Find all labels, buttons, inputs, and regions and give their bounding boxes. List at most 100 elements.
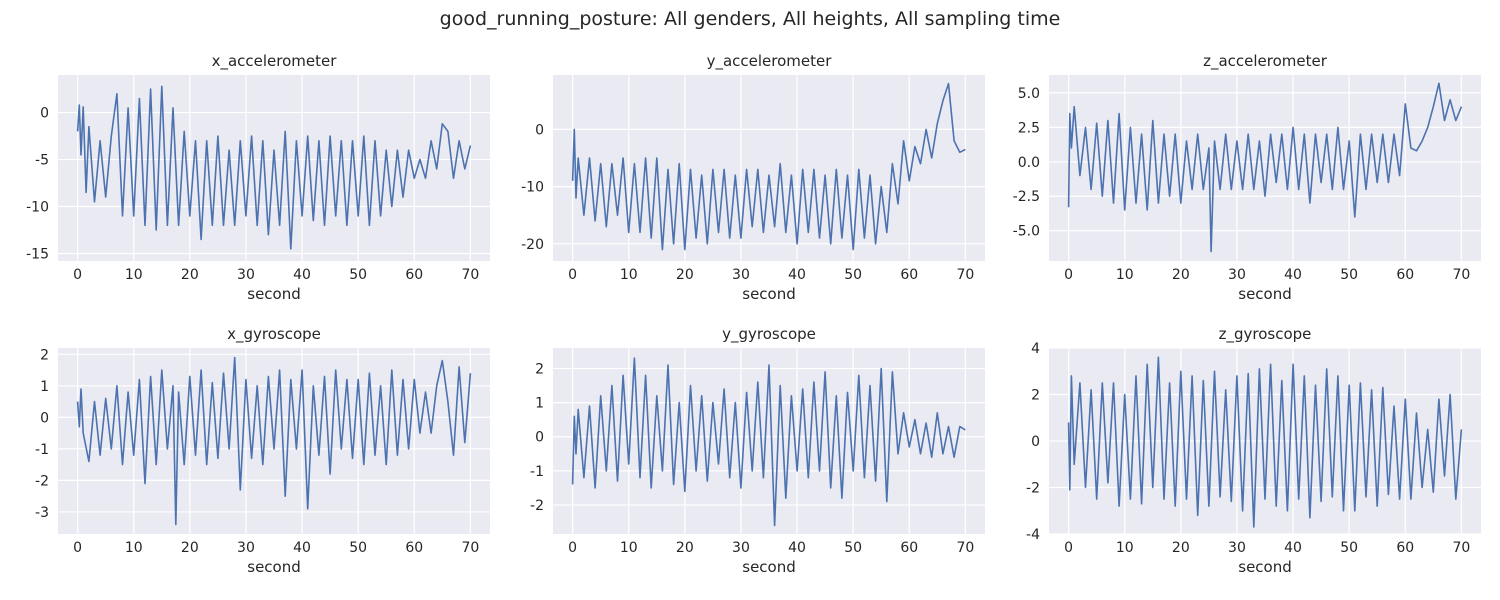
x-tick-label: 10 bbox=[1116, 540, 1134, 556]
y-accelerometer-chart: 0 10 20 30 40 50 60 70 -20 -10 0 y_accelerometersec… bbox=[521, 52, 985, 303]
x-tick-label: 50 bbox=[844, 540, 862, 556]
x-tick-label: 60 bbox=[405, 540, 423, 556]
x-tick-label: 30 bbox=[237, 267, 255, 283]
x-tick-label: 40 bbox=[293, 267, 311, 283]
y-tick-label: 0 bbox=[40, 410, 49, 426]
x-tick-label: 40 bbox=[1284, 267, 1302, 283]
x-tick-label: 20 bbox=[1172, 267, 1190, 283]
y-tick-label: 1 bbox=[40, 379, 49, 395]
x-axis-label: second bbox=[742, 558, 796, 576]
x-tick-label: 50 bbox=[349, 540, 367, 556]
x-tick-label: 70 bbox=[956, 540, 974, 556]
x-tick-label: 60 bbox=[900, 540, 918, 556]
x-tick-label: 30 bbox=[732, 267, 750, 283]
x-tick-label: 70 bbox=[956, 267, 974, 283]
plot-area bbox=[58, 75, 490, 261]
x-axis-label: second bbox=[1238, 285, 1292, 303]
series-line bbox=[76, 356, 472, 526]
y-tick-label: -4 bbox=[1026, 527, 1040, 543]
x-tick-label: 10 bbox=[125, 267, 143, 283]
y-tick-label: -10 bbox=[521, 180, 544, 196]
x-tick-label: 60 bbox=[1396, 540, 1414, 556]
x-tick-label: 50 bbox=[349, 267, 367, 283]
x-tick-label: 20 bbox=[181, 267, 199, 283]
x-tick-label: 60 bbox=[405, 267, 423, 283]
y-tick-label: -3 bbox=[35, 505, 49, 521]
y-tick-label: 4 bbox=[1031, 341, 1040, 357]
x-tick-label: 0 bbox=[568, 540, 577, 556]
x-tick-label: 10 bbox=[620, 540, 638, 556]
y-tick-label: 0 bbox=[1031, 434, 1040, 450]
y-tick-label: -2 bbox=[530, 498, 544, 514]
x-tick-label: 30 bbox=[732, 540, 750, 556]
y-tick-label: -2 bbox=[35, 473, 49, 489]
x-tick-label: 0 bbox=[73, 540, 82, 556]
y-tick-label: -5 bbox=[35, 153, 49, 169]
x-tick-label: 60 bbox=[900, 267, 918, 283]
y-tick-label: 0.0 bbox=[1018, 155, 1040, 171]
y-tick-label: 0 bbox=[40, 106, 49, 122]
x-tick-label: 30 bbox=[1228, 267, 1246, 283]
y-tick-label: 0 bbox=[535, 122, 544, 138]
figure-title: good_running_posture: All genders, All h… bbox=[439, 8, 1061, 30]
x-tick-label: 0 bbox=[73, 267, 82, 283]
series-line bbox=[76, 85, 472, 250]
x-tick-label: 0 bbox=[568, 267, 577, 283]
y-tick-label: 2.5 bbox=[1018, 120, 1040, 136]
x-tick-label: 50 bbox=[844, 267, 862, 283]
y-tick-label: -1 bbox=[35, 442, 49, 458]
x-tick-label: 70 bbox=[461, 267, 479, 283]
chart-title: y_accelerometer bbox=[707, 52, 833, 71]
series-line bbox=[1067, 82, 1463, 253]
chart-title: x_accelerometer bbox=[212, 52, 338, 71]
x-tick-label: 0 bbox=[1064, 267, 1073, 283]
chart-title: z_gyroscope bbox=[1219, 325, 1312, 344]
y-tick-label: -15 bbox=[26, 246, 49, 262]
x-tick-label: 10 bbox=[125, 540, 143, 556]
y-tick-label: -2 bbox=[1026, 481, 1040, 497]
x-tick-label: 10 bbox=[620, 267, 638, 283]
series-line bbox=[1067, 356, 1463, 528]
plot-area bbox=[553, 75, 985, 261]
y-tick-label: 0 bbox=[535, 430, 544, 446]
x-tick-label: 20 bbox=[676, 540, 694, 556]
x-accelerometer-chart: 0 10 20 30 40 50 60 70 -15 -10 -5 0 x_accelerometers… bbox=[26, 52, 490, 303]
series-line bbox=[571, 82, 966, 251]
x-tick-label: 30 bbox=[1228, 540, 1246, 556]
y-tick-label: 2 bbox=[535, 361, 544, 377]
x-axis-label: second bbox=[1238, 558, 1292, 576]
chart-title: z_accelerometer bbox=[1203, 52, 1328, 71]
x-axis-label: second bbox=[247, 285, 301, 303]
x-axis-label: second bbox=[742, 285, 796, 303]
y-tick-label: -20 bbox=[521, 237, 544, 253]
y-tick-label: 5.0 bbox=[1018, 86, 1040, 102]
chart-title: y_gyroscope bbox=[722, 325, 816, 344]
x-tick-label: 70 bbox=[461, 540, 479, 556]
y-tick-label: -2.5 bbox=[1013, 189, 1040, 205]
x-tick-label: 60 bbox=[1396, 267, 1414, 283]
x-tick-label: 20 bbox=[1172, 540, 1190, 556]
x-tick-label: 20 bbox=[676, 267, 694, 283]
x-tick-label: 50 bbox=[1340, 267, 1358, 283]
plot-area bbox=[1049, 75, 1481, 261]
y-tick-label: 2 bbox=[1031, 388, 1040, 404]
y-tick-label: -1 bbox=[530, 464, 544, 480]
x-tick-label: 0 bbox=[1064, 540, 1073, 556]
x-tick-label: 40 bbox=[788, 540, 806, 556]
x-tick-label: 20 bbox=[181, 540, 199, 556]
y-tick-label: -5.0 bbox=[1013, 224, 1040, 240]
x-tick-label: 70 bbox=[1452, 540, 1470, 556]
z-accelerometer-chart: 0 10 20 30 40 50 60 70 -5.0 -2.5 0.0 2.5 5.0 z_accele… bbox=[1013, 52, 1481, 303]
x-tick-label: 40 bbox=[1284, 540, 1302, 556]
x-tick-label: 40 bbox=[293, 540, 311, 556]
x-tick-label: 50 bbox=[1340, 540, 1358, 556]
x-tick-label: 70 bbox=[1452, 267, 1470, 283]
chart-title: x_gyroscope bbox=[227, 325, 321, 344]
series-line bbox=[571, 357, 966, 527]
x-tick-label: 30 bbox=[237, 540, 255, 556]
x-gyroscope-chart: 0 10 20 30 40 50 60 70 -3 -2 -1 0 1 2 x_gyroscopesecon… bbox=[35, 325, 490, 576]
y-tick-label: 1 bbox=[535, 396, 544, 412]
x-tick-label: 10 bbox=[1116, 267, 1134, 283]
